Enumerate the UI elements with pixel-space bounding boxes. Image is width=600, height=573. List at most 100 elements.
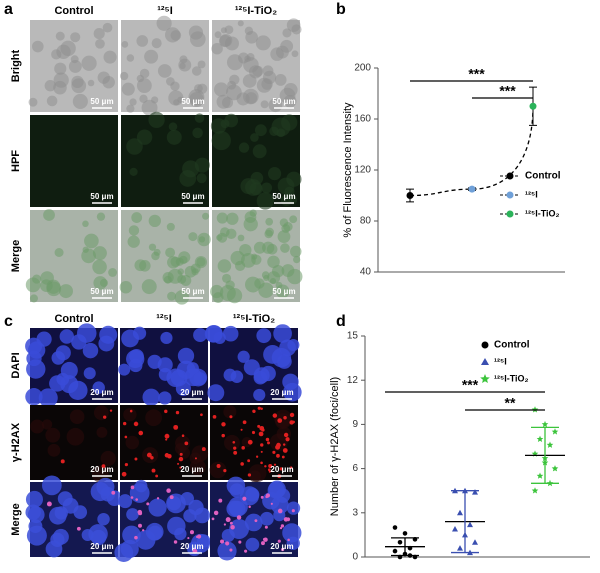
- focus: [281, 455, 285, 459]
- focus: [283, 432, 289, 438]
- cell: [205, 325, 223, 343]
- cell: [275, 45, 289, 59]
- data-point: [392, 548, 398, 554]
- cell: [249, 470, 262, 483]
- cell: [230, 370, 244, 383]
- cell: [55, 31, 65, 41]
- cell: [41, 419, 53, 430]
- data-point: [551, 465, 559, 472]
- cell: [260, 511, 274, 526]
- cell: [59, 284, 73, 299]
- data-point: [397, 539, 403, 545]
- cell: [197, 83, 208, 94]
- focus: [138, 430, 144, 436]
- micrograph: 20 μm: [30, 405, 118, 483]
- focus: [225, 541, 230, 546]
- cell: [163, 275, 172, 284]
- focus: [124, 435, 128, 439]
- focus: [173, 540, 178, 544]
- focus: [164, 433, 170, 439]
- cell: [141, 99, 158, 116]
- cell: [269, 126, 279, 137]
- micrograph: 50 μm: [28, 20, 118, 112]
- cell: [134, 259, 147, 272]
- cell: [222, 325, 239, 342]
- cell: [118, 494, 133, 509]
- focus: [267, 468, 271, 472]
- cell: [291, 50, 299, 58]
- focus: [279, 467, 283, 471]
- focus: [179, 466, 182, 469]
- y-tick-label: 6: [352, 463, 358, 474]
- cell: [60, 40, 76, 57]
- focus: [260, 407, 263, 410]
- cell: [277, 230, 291, 244]
- cell: [210, 284, 224, 299]
- cell: [46, 95, 58, 107]
- focus: [241, 446, 245, 450]
- cell: [220, 119, 230, 129]
- legend-marker: [480, 374, 490, 383]
- cell: [240, 252, 256, 268]
- scale-bar-label: 50 μm: [90, 192, 113, 201]
- trend-line: [409, 106, 534, 197]
- cell: [144, 49, 159, 64]
- cell: [287, 268, 303, 285]
- cell: [53, 72, 69, 88]
- data-point: [472, 539, 478, 545]
- focus: [259, 425, 265, 431]
- cell: [282, 373, 299, 391]
- focus: [134, 535, 138, 540]
- focus: [146, 502, 150, 506]
- cell: [158, 391, 172, 405]
- cell: [289, 215, 298, 224]
- focus: [220, 539, 225, 544]
- scale-bar-label: 20 μm: [270, 542, 293, 551]
- significance-label: ***: [468, 66, 485, 82]
- cell: [253, 241, 266, 254]
- cell: [76, 323, 97, 343]
- cell: [97, 71, 110, 84]
- legend-marker: [506, 172, 514, 180]
- focus: [225, 517, 231, 523]
- cell: [168, 90, 184, 106]
- focus: [279, 526, 283, 530]
- focus: [195, 535, 199, 539]
- cell: [141, 279, 157, 295]
- focus: [187, 537, 190, 540]
- y-tick-label: 40: [360, 267, 372, 278]
- cell: [96, 212, 106, 221]
- cell: [156, 15, 172, 31]
- cell: [128, 358, 143, 373]
- data-point: [546, 441, 554, 448]
- data-point: [529, 102, 537, 110]
- cell: [174, 290, 190, 305]
- focus: [272, 413, 278, 418]
- cell: [244, 513, 263, 532]
- y-tick-label: 15: [347, 331, 359, 342]
- focus: [281, 547, 285, 552]
- cell: [179, 55, 188, 64]
- cell: [99, 325, 118, 344]
- focus: [181, 434, 185, 437]
- scale-bar-label: 20 μm: [180, 542, 203, 551]
- cell: [168, 122, 178, 131]
- focus: [130, 496, 134, 499]
- cell: [268, 480, 286, 499]
- focus: [134, 457, 138, 461]
- focus: [229, 415, 233, 419]
- cell: [254, 124, 267, 137]
- data-point: [467, 521, 473, 528]
- cell: [123, 407, 137, 422]
- cell: [255, 35, 271, 51]
- row-label: Bright: [10, 49, 22, 82]
- cell: [286, 171, 302, 187]
- column-label: Control: [54, 5, 93, 17]
- focus: [175, 410, 180, 415]
- cell: [229, 74, 240, 85]
- focus: [270, 502, 273, 505]
- cell: [223, 405, 237, 419]
- micrograph: 20 μm: [25, 323, 118, 408]
- cell: [90, 529, 107, 546]
- cell: [214, 82, 229, 97]
